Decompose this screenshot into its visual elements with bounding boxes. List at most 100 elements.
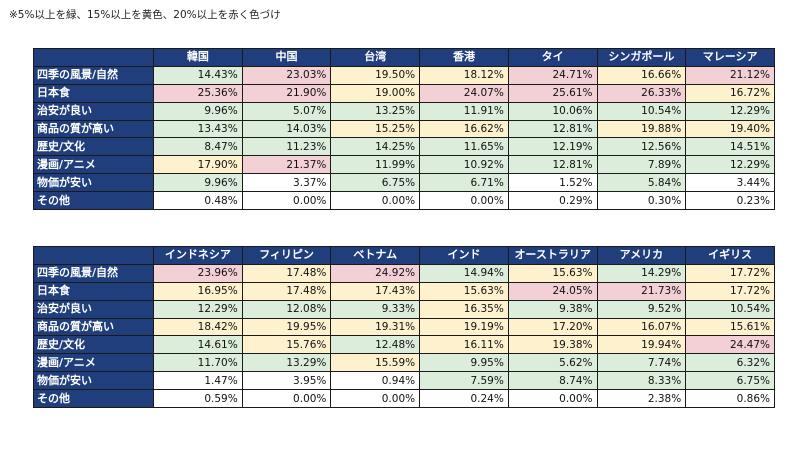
- value-cell: 14.25%: [330, 137, 421, 157]
- value-cell: 21.12%: [685, 65, 775, 85]
- value-cell: 12.81%: [507, 119, 598, 139]
- value-cell: 17.48%: [241, 281, 332, 301]
- value-cell: 21.90%: [241, 83, 332, 103]
- table-row: 治安が良い 9.96% 5.07% 13.25% 11.91% 10.06% 10.54% 1…: [33, 101, 775, 121]
- header-corner: [33, 48, 154, 67]
- value-cell: 6.75%: [685, 371, 775, 391]
- value-cell: 7.89%: [596, 155, 687, 175]
- value-cell: 8.74%: [507, 371, 598, 391]
- value-cell: 17.43%: [330, 281, 421, 301]
- table-row: 物価が安い 9.96% 3.37% 6.75% 6.71% 1.52% 5.84% 3.44%: [33, 173, 775, 193]
- value-cell: 7.74%: [596, 353, 687, 373]
- header-corner: [33, 246, 154, 265]
- value-cell: 9.95%: [419, 353, 509, 373]
- row-label: 物価が安い: [33, 371, 154, 391]
- value-cell: 10.06%: [507, 101, 598, 121]
- value-cell: 0.24%: [419, 389, 509, 409]
- value-cell: 13.29%: [241, 353, 332, 373]
- table-row: 漫画/アニメ 17.90% 21.37% 11.99% 10.92% 12.81% 7.89…: [33, 155, 775, 175]
- row-label: 物価が安い: [33, 173, 154, 193]
- value-cell: 11.23%: [241, 137, 332, 157]
- row-label: 歴史/文化: [33, 137, 154, 157]
- value-cell: 17.20%: [507, 317, 598, 337]
- value-cell: 26.33%: [596, 83, 687, 103]
- row-label: 四季の風景/自然: [33, 263, 154, 283]
- value-cell: 13.43%: [153, 119, 243, 139]
- value-cell: 17.48%: [241, 263, 332, 283]
- value-cell: 0.00%: [241, 191, 332, 211]
- value-cell: 23.03%: [241, 65, 332, 85]
- value-cell: 12.29%: [685, 155, 775, 175]
- value-cell: 24.92%: [330, 263, 421, 283]
- table-row: その他 0.59% 0.00% 0.00% 0.24% 0.00% 2.38% 0.86%: [33, 389, 775, 409]
- value-cell: 3.37%: [241, 173, 332, 193]
- row-label: その他: [33, 389, 154, 409]
- value-cell: 6.32%: [685, 353, 775, 373]
- value-cell: 16.07%: [596, 317, 687, 337]
- table-row: 日本食 16.95% 17.48% 17.43% 15.63% 24.05% 21.73% 1…: [33, 281, 775, 301]
- value-cell: 9.38%: [507, 299, 598, 319]
- row-label: 漫画/アニメ: [33, 353, 154, 373]
- country-header: 中国: [241, 48, 332, 67]
- color-legend-note: ※5%以上を緑、15%以上を黄色、20%以上を赤く色づけ: [9, 9, 281, 21]
- value-cell: 0.30%: [596, 191, 687, 211]
- value-cell: 5.62%: [507, 353, 598, 373]
- value-cell: 9.96%: [153, 173, 243, 193]
- value-cell: 12.08%: [241, 299, 332, 319]
- row-label: 治安が良い: [33, 299, 154, 319]
- value-cell: 15.61%: [685, 317, 775, 337]
- value-cell: 10.92%: [419, 155, 509, 175]
- country-header: 台湾: [330, 48, 421, 67]
- value-cell: 19.88%: [596, 119, 687, 139]
- value-cell: 11.91%: [419, 101, 509, 121]
- value-cell: 25.61%: [507, 83, 598, 103]
- table-row: 商品の質が高い 13.43% 14.03% 15.25% 16.62% 12.81% 19.…: [33, 119, 775, 139]
- value-cell: 0.29%: [507, 191, 598, 211]
- value-cell: 15.63%: [419, 281, 509, 301]
- survey-table-other: インドネシア フィリピン ベトナム インド オーストラリア アメリカ イギリス 四季の風景/自…: [33, 246, 775, 409]
- value-cell: 0.86%: [685, 389, 775, 409]
- value-cell: 19.19%: [419, 317, 509, 337]
- value-cell: 3.44%: [685, 173, 775, 193]
- table-row: 日本食 25.36% 21.90% 19.00% 24.07% 25.61% 26.33% 1…: [33, 83, 775, 103]
- country-header: オーストラリア: [507, 246, 598, 265]
- value-cell: 0.00%: [241, 389, 332, 409]
- value-cell: 19.94%: [596, 335, 687, 355]
- country-header: ベトナム: [330, 246, 421, 265]
- country-header: マレーシア: [685, 48, 775, 67]
- value-cell: 25.36%: [153, 83, 243, 103]
- value-cell: 11.65%: [419, 137, 509, 157]
- table-row: 物価が安い 1.47% 3.95% 0.94% 7.59% 8.74% 8.33% 6.75%: [33, 371, 775, 391]
- value-cell: 12.56%: [596, 137, 687, 157]
- value-cell: 15.25%: [330, 119, 421, 139]
- table-row: 歴史/文化 14.61% 15.76% 12.48% 16.11% 19.38% 19.94…: [33, 335, 775, 355]
- value-cell: 8.47%: [153, 137, 243, 157]
- value-cell: 16.11%: [419, 335, 509, 355]
- value-cell: 0.00%: [419, 191, 509, 211]
- value-cell: 19.00%: [330, 83, 421, 103]
- value-cell: 12.19%: [507, 137, 598, 157]
- table-row: 四季の風景/自然 14.43% 23.03% 19.50% 18.12% 24.71% 16…: [33, 65, 775, 85]
- value-cell: 16.72%: [685, 83, 775, 103]
- value-cell: 14.43%: [153, 65, 243, 85]
- value-cell: 24.05%: [507, 281, 598, 301]
- value-cell: 24.71%: [507, 65, 598, 85]
- value-cell: 13.25%: [330, 101, 421, 121]
- country-header: 香港: [419, 48, 509, 67]
- table-row: 治安が良い 12.29% 12.08% 9.33% 16.35% 9.38% 9.52% 10…: [33, 299, 775, 319]
- value-cell: 9.33%: [330, 299, 421, 319]
- value-cell: 19.95%: [241, 317, 332, 337]
- country-header: フィリピン: [241, 246, 332, 265]
- value-cell: 8.33%: [596, 371, 687, 391]
- value-cell: 7.59%: [419, 371, 509, 391]
- value-cell: 16.95%: [153, 281, 243, 301]
- row-label: 商品の質が高い: [33, 317, 154, 337]
- value-cell: 14.61%: [153, 335, 243, 355]
- value-cell: 3.95%: [241, 371, 332, 391]
- value-cell: 19.38%: [507, 335, 598, 355]
- value-cell: 5.07%: [241, 101, 332, 121]
- country-header: シンガポール: [596, 48, 687, 67]
- value-cell: 11.70%: [153, 353, 243, 373]
- value-cell: 14.94%: [419, 263, 509, 283]
- value-cell: 10.54%: [596, 101, 687, 121]
